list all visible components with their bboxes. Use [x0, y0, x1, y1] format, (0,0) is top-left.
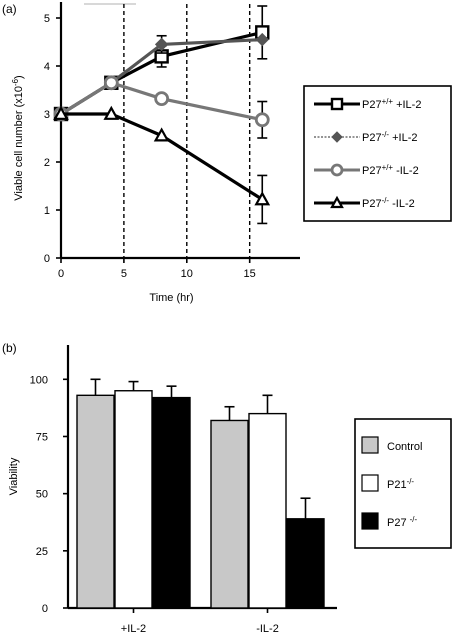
legend-marker: [330, 195, 344, 209]
panel-a-ytick-label: 3: [44, 109, 50, 121]
panel-a-xtick-label: 0: [58, 268, 64, 280]
panel-b-xtick-label: -IL-2: [256, 623, 279, 635]
data-point: [254, 112, 270, 128]
bar: [76, 394, 115, 609]
panel-b-label: (b): [2, 341, 17, 355]
legend-label: Control: [387, 441, 422, 453]
legend-label: P27-/- -IL-2: [362, 196, 415, 211]
panel-b-xtick-label: +IL-2: [121, 623, 146, 635]
panel-a-ytick-label: 5: [44, 13, 50, 25]
data-point: [254, 191, 271, 206]
panel-a-ytick-label: 1: [44, 205, 50, 217]
series-line: [60, 81, 263, 122]
panel-a-xtick-label: 10: [181, 268, 193, 280]
series-4: [53, 105, 271, 225]
bar: [114, 390, 153, 609]
legend-label: P27-/- +IL-2: [362, 130, 417, 145]
panel-a-legend: [303, 85, 452, 222]
bar: [286, 518, 325, 609]
legend-marker: [330, 163, 344, 177]
panel-b-ytick-label: 50: [36, 489, 48, 501]
legend-marker: [331, 131, 343, 143]
panel-a-ytick-label: 4: [44, 61, 50, 73]
legend-label: P27+/+ +IL-2: [362, 97, 421, 112]
panel-b-ytick-label: 25: [36, 546, 48, 558]
panel-b-ytick-label: 100: [30, 374, 48, 386]
legend-marker: [330, 97, 344, 111]
panel-a-ytick-label: 0: [44, 253, 50, 265]
data-point: [154, 91, 170, 107]
data-point: [153, 127, 170, 142]
legend-label: P27+/+ -IL-2: [362, 163, 419, 178]
panel-a-ytick-label: 2: [44, 157, 50, 169]
data-point: [53, 105, 69, 120]
legend-label: P27 -/-: [387, 515, 417, 530]
legend-swatch: [361, 474, 379, 492]
bar: [152, 396, 191, 609]
panel-b-ytick-label: 75: [36, 431, 48, 443]
legend-swatch: [361, 512, 379, 530]
panel-a-x-axis-title: Time (hr): [149, 292, 193, 304]
data-point: [154, 37, 169, 52]
bar: [210, 419, 249, 609]
data-point: [255, 32, 269, 47]
panel-a-xtick-label: 15: [244, 268, 256, 280]
panel-a-label: (a): [2, 2, 17, 16]
panel-b-ytick-label: 0: [42, 603, 48, 615]
panel-b-y-axis-title: Viability: [8, 457, 20, 495]
legend-label: P21-/-: [387, 477, 414, 492]
panel-a-xtick-label: 5: [121, 268, 127, 280]
series-line: [61, 112, 264, 201]
data-point: [103, 105, 120, 120]
panel-a-y-axis-title: Viable cell number (x10-6): [11, 75, 26, 200]
legend-swatch: [361, 436, 379, 454]
data-point: [103, 75, 119, 91]
bar: [248, 412, 287, 609]
series-2: [54, 32, 269, 121]
